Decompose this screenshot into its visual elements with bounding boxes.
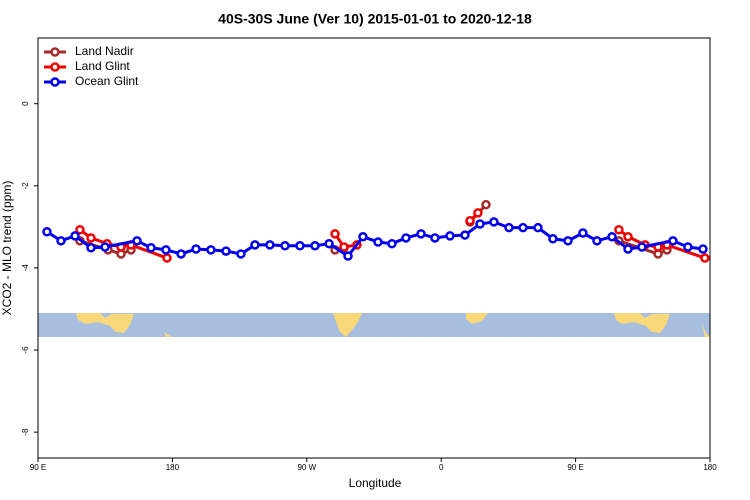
point xyxy=(533,222,543,233)
x-tick-label: 90 E xyxy=(30,463,46,472)
x-tick-label: 0 xyxy=(439,463,444,472)
point xyxy=(339,242,349,252)
point xyxy=(324,238,334,249)
point xyxy=(330,229,340,239)
point xyxy=(668,236,678,246)
legend-label: Land Nadir xyxy=(75,44,134,58)
point xyxy=(280,240,290,251)
y-tick-label: -4 xyxy=(21,264,30,272)
point xyxy=(623,231,633,242)
legend-marker xyxy=(50,47,60,57)
point xyxy=(56,236,66,246)
point xyxy=(563,236,573,246)
point xyxy=(700,253,710,263)
point xyxy=(100,242,110,252)
point xyxy=(310,240,320,251)
point xyxy=(592,236,602,246)
y-tick-label: 0 xyxy=(21,101,30,106)
map-strip xyxy=(38,313,710,337)
point xyxy=(548,234,558,244)
point xyxy=(623,244,633,254)
point xyxy=(504,222,514,233)
point xyxy=(416,229,426,239)
point xyxy=(614,224,624,235)
point xyxy=(86,233,96,243)
point xyxy=(86,243,96,253)
point xyxy=(265,240,275,250)
point xyxy=(683,242,693,252)
point xyxy=(578,228,588,238)
point xyxy=(295,240,305,251)
point xyxy=(343,251,353,261)
point xyxy=(481,199,491,210)
land xyxy=(76,313,134,333)
legend-marker xyxy=(50,62,60,72)
legend-label: Land Glint xyxy=(75,59,130,73)
point xyxy=(250,240,260,250)
y-tick-label: -2 xyxy=(21,182,30,190)
point xyxy=(637,242,647,252)
point xyxy=(358,231,368,242)
point xyxy=(465,215,475,226)
point xyxy=(445,231,455,241)
point xyxy=(387,238,397,249)
chart-title: 40S-30S June (Ver 10) 2015-01-01 to 2020… xyxy=(218,11,532,27)
point xyxy=(191,244,201,254)
legend-label: Ocean Glint xyxy=(75,74,139,88)
point xyxy=(698,244,708,254)
y-tick-label: -6 xyxy=(21,346,30,354)
point xyxy=(70,231,80,241)
x-tick-label: 180 xyxy=(166,463,180,472)
point xyxy=(401,233,411,243)
ocean xyxy=(38,313,710,337)
point xyxy=(430,233,440,243)
plot-frame xyxy=(37,37,711,459)
land xyxy=(614,313,670,333)
legend-marker xyxy=(50,77,60,87)
point xyxy=(489,217,499,227)
point xyxy=(373,237,383,247)
x-tick-label: 90 E xyxy=(567,463,583,472)
point xyxy=(161,245,171,255)
x-axis-label: Longitude xyxy=(349,476,402,490)
point xyxy=(132,236,142,246)
y-axis-label: XCO2 - MLO trend (ppm) xyxy=(0,181,14,316)
point xyxy=(146,243,156,253)
land xyxy=(702,324,710,337)
point xyxy=(176,249,186,259)
point xyxy=(75,224,85,235)
x-tick-label: 180 xyxy=(703,463,717,472)
x-tick-label: 90 W xyxy=(297,463,316,472)
point xyxy=(518,222,528,233)
point xyxy=(236,249,246,259)
point xyxy=(42,227,52,237)
point xyxy=(460,230,470,240)
point xyxy=(607,231,617,242)
land xyxy=(333,313,362,337)
point xyxy=(162,253,172,263)
point xyxy=(473,208,483,218)
point xyxy=(475,219,485,229)
land xyxy=(160,322,172,337)
point xyxy=(206,245,216,255)
point xyxy=(221,246,231,256)
land xyxy=(466,313,488,324)
y-tick-label: -8 xyxy=(21,428,30,436)
